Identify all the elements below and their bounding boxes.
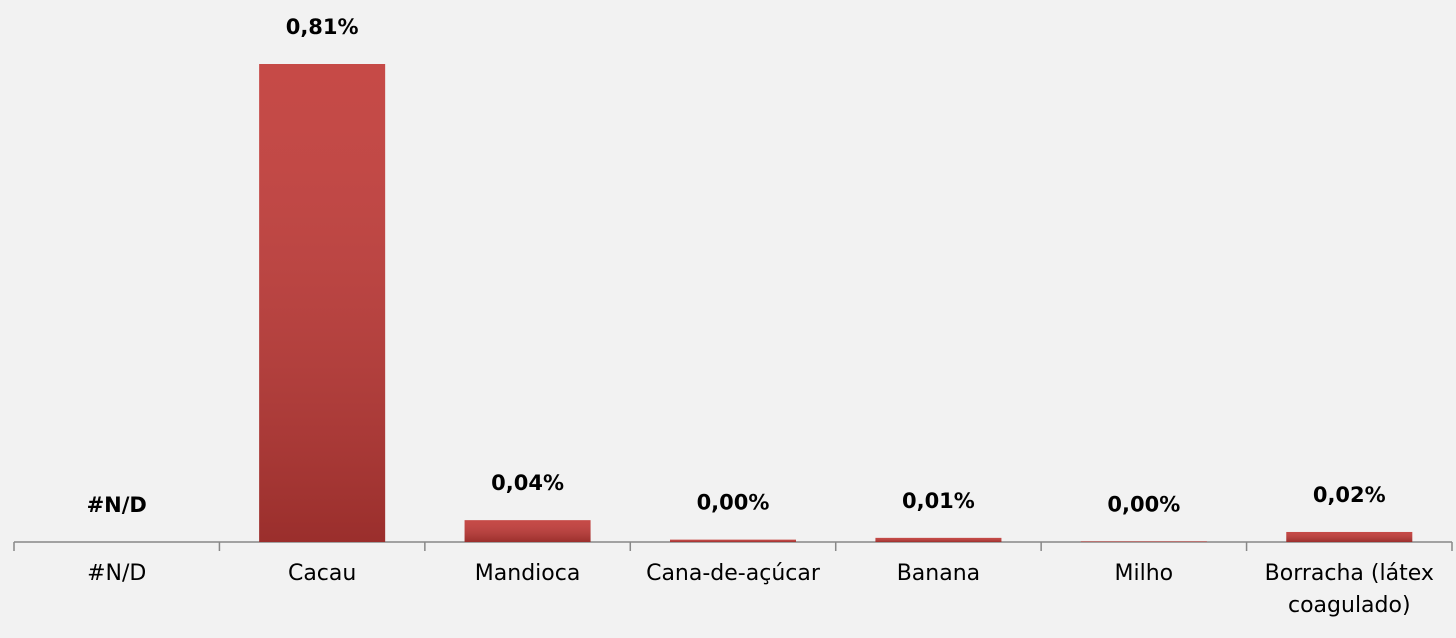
bar-shade — [464, 520, 591, 542]
bar-shade — [1286, 531, 1413, 542]
value-label: 0,04% — [491, 471, 564, 495]
value-label: 0,00% — [697, 491, 770, 515]
x-tick-label: Milho — [1114, 561, 1174, 586]
value-label: #N/D — [87, 493, 147, 517]
value-label: 0,02% — [1313, 483, 1386, 507]
x-tick-label: Borracha (látex coagulado) — [1264, 561, 1434, 618]
x-tick-label: Mandioca — [474, 561, 581, 586]
value-label: 0,81% — [286, 15, 359, 39]
bar-shade — [1080, 541, 1207, 542]
bar-shade — [875, 537, 1002, 542]
x-tick-label: Cana-de-açúcar — [646, 561, 820, 586]
bar-shade — [259, 64, 386, 542]
x-tick-label: Cacau — [287, 561, 357, 586]
value-label: 0,01% — [902, 489, 975, 513]
bar-shade — [670, 539, 796, 542]
value-label: 0,00% — [1107, 492, 1180, 516]
x-tick-label: Banana — [896, 561, 981, 586]
x-tick-label: #N/D — [87, 561, 147, 586]
